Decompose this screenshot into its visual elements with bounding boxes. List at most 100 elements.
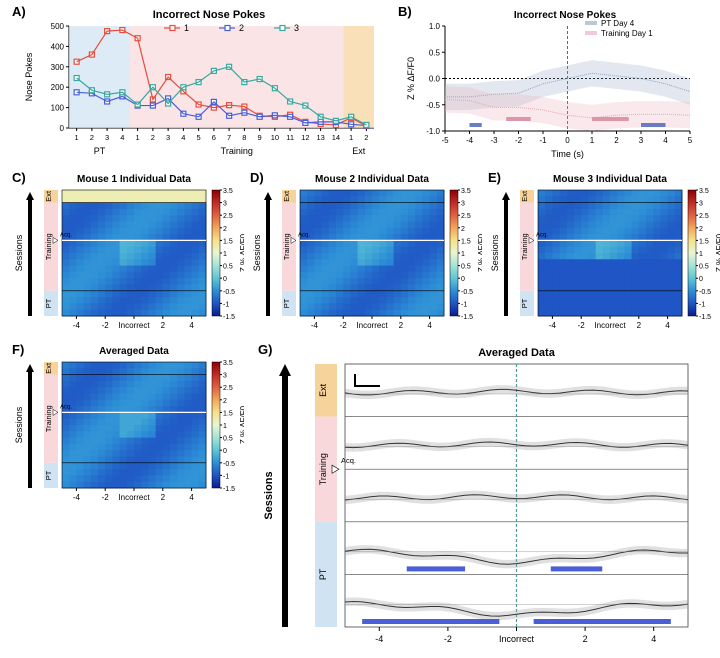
svg-text:Mouse 2 Individual Data: Mouse 2 Individual Data [315, 174, 429, 185]
svg-text:PT: PT [44, 470, 53, 480]
svg-text:-1: -1 [699, 301, 705, 308]
svg-text:2: 2 [614, 136, 619, 145]
svg-text:Incorrect: Incorrect [356, 321, 388, 330]
svg-text:Ext: Ext [44, 190, 53, 202]
svg-text:200: 200 [51, 83, 65, 92]
svg-text:0: 0 [223, 276, 227, 283]
svg-text:-4: -4 [549, 321, 557, 330]
svg-text:2: 2 [239, 23, 244, 33]
svg-text:-4: -4 [311, 321, 319, 330]
svg-text:4: 4 [663, 136, 668, 145]
svg-text:Sessions: Sessions [14, 406, 24, 443]
svg-text:4: 4 [181, 133, 185, 142]
panel-f: F) Averaged DataExtTrainingPTSessionsAcq… [14, 344, 244, 504]
svg-text:1: 1 [699, 251, 703, 258]
svg-text:9: 9 [258, 133, 262, 142]
panel-g-label: G) [258, 342, 272, 357]
svg-text:2: 2 [637, 321, 642, 330]
svg-text:Averaged Data: Averaged Data [478, 347, 556, 359]
svg-text:Ext: Ext [318, 383, 328, 397]
svg-text:1.5: 1.5 [699, 238, 709, 245]
svg-text:PT: PT [44, 298, 53, 308]
svg-text:-4: -4 [73, 321, 81, 330]
svg-text:-2: -2 [340, 321, 348, 330]
panel-b: B) Incorrect Nose Pokes-1.0-0.50.00.51.0… [400, 6, 700, 161]
svg-text:4: 4 [427, 321, 432, 330]
svg-text:2: 2 [161, 493, 166, 502]
svg-text:3: 3 [294, 23, 299, 33]
svg-text:-1: -1 [223, 301, 229, 308]
svg-text:1: 1 [75, 133, 79, 142]
panel-e: E) Mouse 3 Individual DataExtTrainingPTS… [490, 172, 720, 332]
svg-text:-0.5: -0.5 [223, 289, 235, 296]
svg-text:3: 3 [223, 201, 227, 208]
svg-text:Z % ΔF/F0: Z % ΔF/F0 [406, 57, 416, 100]
svg-text:Incorrect: Incorrect [499, 634, 535, 644]
svg-text:Incorrect: Incorrect [594, 321, 626, 330]
svg-text:Training: Training [318, 453, 328, 485]
svg-text:Incorrect Nose Pokes: Incorrect Nose Pokes [153, 9, 266, 21]
svg-text:Training: Training [520, 233, 529, 260]
svg-text:-2: -2 [578, 321, 586, 330]
svg-text:2: 2 [461, 226, 465, 233]
svg-text:Z % ΔF/F0: Z % ΔF/F0 [715, 233, 720, 272]
svg-text:-0.5: -0.5 [426, 101, 440, 110]
svg-text:4: 4 [189, 493, 194, 502]
svg-text:Acq.: Acq. [298, 232, 310, 238]
svg-text:0.5: 0.5 [429, 48, 441, 57]
svg-text:3: 3 [166, 133, 170, 142]
svg-text:Training Day 1: Training Day 1 [601, 29, 653, 38]
svg-text:0.5: 0.5 [223, 264, 233, 271]
svg-text:1: 1 [223, 251, 227, 258]
svg-text:1: 1 [349, 133, 353, 142]
svg-text:3.5: 3.5 [223, 188, 233, 195]
svg-text:3: 3 [699, 201, 703, 208]
svg-text:-4: -4 [466, 136, 474, 145]
svg-text:-4: -4 [375, 634, 383, 644]
svg-text:4: 4 [189, 321, 194, 330]
svg-text:Incorrect: Incorrect [118, 321, 150, 330]
svg-text:-1: -1 [223, 473, 229, 480]
panel-d: D) Mouse 2 Individual DataExtTrainingPTS… [252, 172, 482, 332]
svg-text:1: 1 [136, 133, 140, 142]
svg-text:2: 2 [223, 226, 227, 233]
svg-text:2: 2 [161, 321, 166, 330]
svg-text:Ext: Ext [44, 362, 53, 374]
svg-text:-2: -2 [102, 321, 110, 330]
svg-text:2.5: 2.5 [461, 213, 471, 220]
svg-text:Ext: Ext [352, 146, 366, 156]
panel-c: C) Mouse 1 Individual DataExtTrainingPTS… [14, 172, 244, 332]
svg-text:0: 0 [223, 448, 227, 455]
svg-text:Sessions: Sessions [263, 471, 275, 519]
svg-text:3: 3 [639, 136, 644, 145]
svg-text:300: 300 [51, 63, 65, 72]
svg-text:Z % ΔF/F0: Z % ΔF/F0 [239, 233, 244, 272]
svg-text:Z % ΔF/F0: Z % ΔF/F0 [239, 405, 244, 444]
svg-text:1.5: 1.5 [223, 238, 233, 245]
svg-text:5: 5 [197, 133, 201, 142]
svg-text:-0.5: -0.5 [699, 289, 711, 296]
svg-text:3.5: 3.5 [223, 360, 233, 367]
svg-text:Incorrect: Incorrect [118, 493, 150, 502]
svg-text:Training: Training [282, 233, 291, 260]
svg-text:-0.5: -0.5 [223, 461, 235, 468]
svg-text:7: 7 [227, 133, 231, 142]
svg-text:-1: -1 [539, 136, 547, 145]
svg-text:3.5: 3.5 [461, 188, 471, 195]
svg-text:0: 0 [565, 136, 570, 145]
svg-text:0.5: 0.5 [223, 436, 233, 443]
svg-text:100: 100 [51, 104, 65, 113]
svg-text:8: 8 [242, 133, 246, 142]
svg-text:1: 1 [461, 251, 465, 258]
svg-text:PT: PT [520, 298, 529, 308]
svg-text:1: 1 [184, 23, 189, 33]
svg-text:3: 3 [105, 133, 109, 142]
svg-text:-1.5: -1.5 [699, 314, 711, 321]
svg-text:Ext: Ext [520, 190, 529, 202]
svg-text:3: 3 [461, 201, 465, 208]
svg-text:2: 2 [90, 133, 94, 142]
svg-text:Training: Training [44, 405, 53, 432]
svg-text:2: 2 [364, 133, 368, 142]
panel-e-label: E) [488, 170, 501, 185]
svg-text:0.5: 0.5 [461, 264, 471, 271]
